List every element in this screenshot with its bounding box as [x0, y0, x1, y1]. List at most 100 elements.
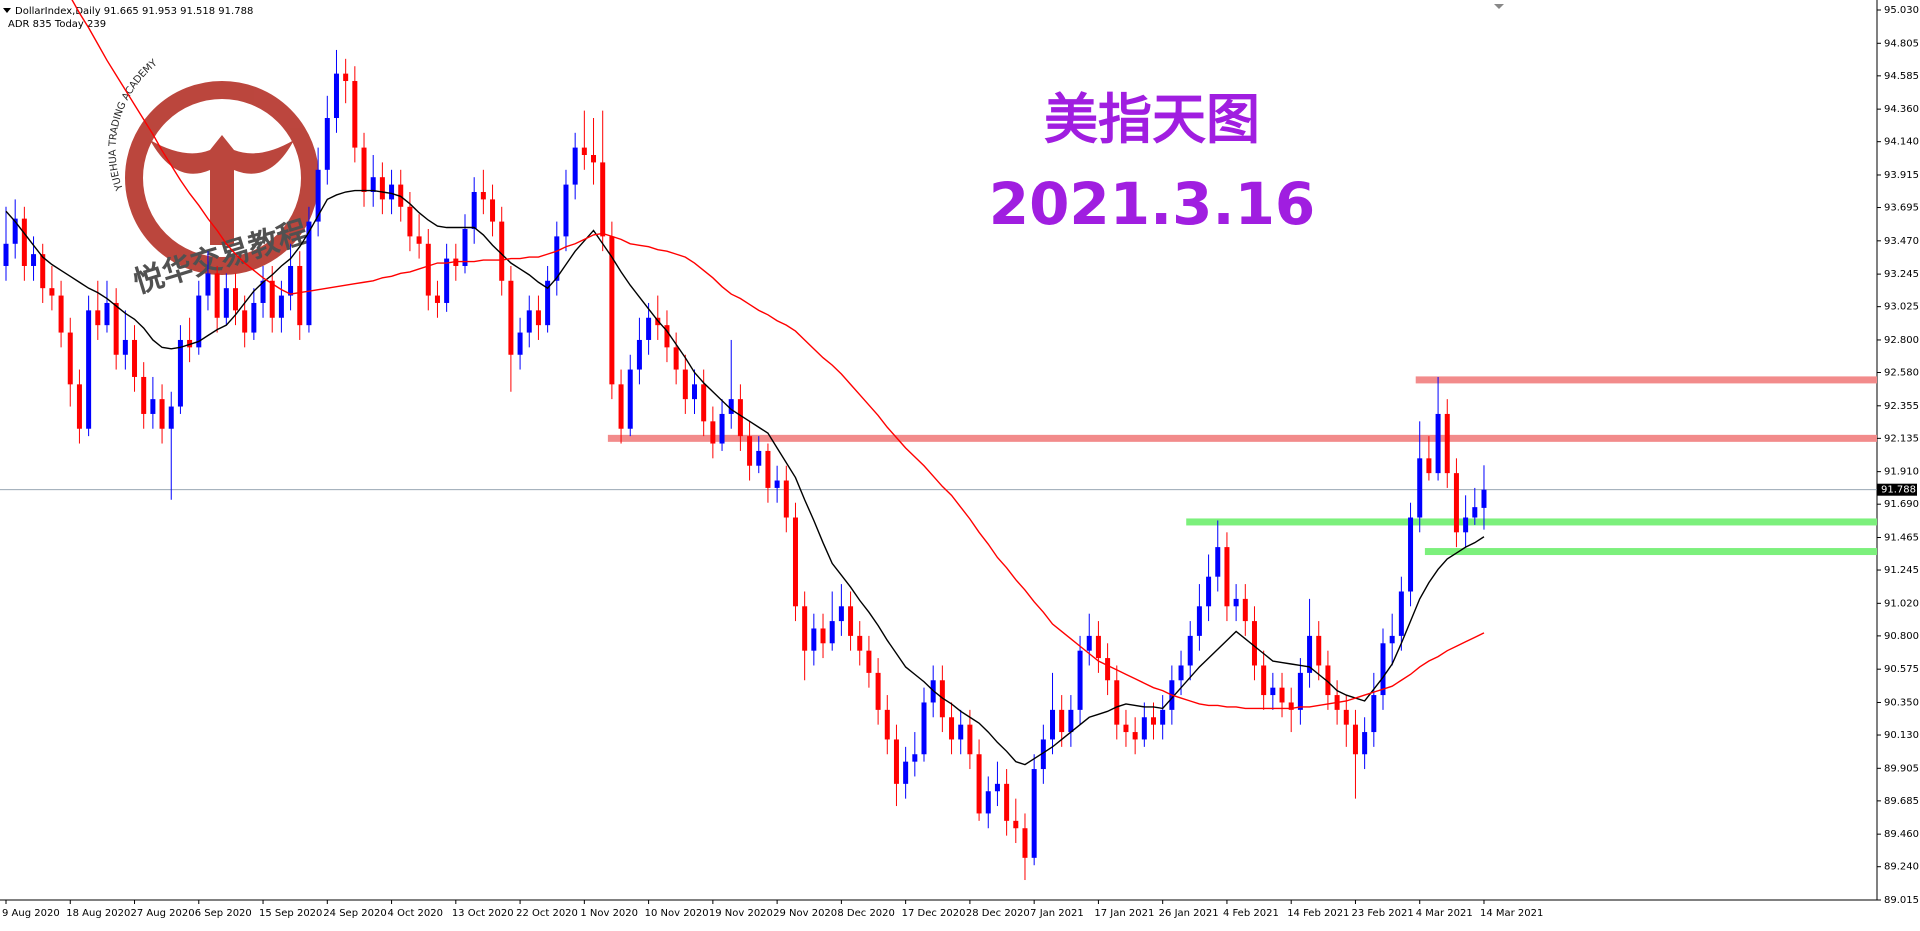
- x-tick-label: 7 Jan 2021: [1030, 908, 1084, 919]
- x-tick-label: 28 Dec 2020: [966, 908, 1030, 919]
- candle-body: [453, 258, 459, 266]
- candle-body: [352, 81, 358, 148]
- level-band: [1186, 518, 1877, 526]
- candle-body: [223, 288, 229, 318]
- candle-body: [545, 280, 551, 326]
- y-tick-label: 90.350: [1884, 697, 1919, 708]
- candle-body: [471, 191, 477, 229]
- candle-body: [1050, 709, 1056, 740]
- candle-body: [591, 155, 597, 163]
- y-tick-label: 94.585: [1884, 71, 1919, 82]
- candle-body: [196, 295, 202, 348]
- candle-body: [820, 628, 826, 644]
- candle-body: [434, 295, 440, 303]
- y-tick-label: 91.910: [1884, 467, 1919, 478]
- level-band: [1424, 548, 1877, 556]
- candle-body: [728, 399, 734, 414]
- chart-subtitle: 2021.3.16: [989, 170, 1316, 238]
- plot-layer: [0, 0, 1877, 881]
- candle-body: [875, 672, 881, 710]
- y-tick-label: 89.905: [1884, 763, 1919, 774]
- candle-body: [1151, 717, 1156, 725]
- x-tick-label: 14 Mar 2021: [1480, 908, 1543, 919]
- candle-body: [1114, 680, 1120, 725]
- candle-body: [1187, 635, 1193, 666]
- candle-body: [67, 332, 73, 385]
- candle-body: [1398, 591, 1404, 636]
- candle-body: [802, 606, 808, 651]
- candle-body: [1123, 724, 1129, 733]
- candle-body: [1178, 665, 1184, 681]
- logo-mark: [150, 135, 294, 245]
- candle-body: [324, 118, 330, 170]
- candle-body: [646, 317, 652, 340]
- y-tick-label: 91.020: [1884, 598, 1919, 609]
- candle-body: [848, 606, 854, 636]
- candle-body: [1325, 665, 1331, 696]
- candle-body: [31, 254, 37, 266]
- candle-body: [636, 339, 642, 370]
- candle-body: [95, 310, 101, 326]
- y-tick-label: 93.695: [1884, 203, 1919, 214]
- symbol-line: DollarIndex,Daily 91.665 91.953 91.518 9…: [15, 6, 253, 17]
- candle-body: [994, 783, 1000, 792]
- candle-body: [1380, 643, 1386, 696]
- candle-body: [1077, 650, 1083, 710]
- candle-body: [903, 761, 909, 784]
- candle-body: [811, 628, 817, 651]
- candle-body: [1316, 635, 1322, 666]
- x-tick-label: 9 Aug 2020: [2, 908, 60, 919]
- candle-body: [829, 621, 835, 644]
- menu-arrow: [3, 8, 11, 13]
- candle-body: [1141, 717, 1147, 740]
- candle-body: [187, 339, 193, 348]
- candle-body: [40, 254, 46, 289]
- candle-body: [1417, 458, 1423, 518]
- shift-marker: [1494, 4, 1504, 9]
- y-tick-label: 94.360: [1884, 104, 1919, 115]
- candle-body: [141, 376, 147, 414]
- candle-body: [838, 606, 844, 622]
- candle-body: [168, 406, 174, 429]
- x-tick-label: 26 Jan 2021: [1159, 908, 1219, 919]
- candle-body: [1242, 598, 1248, 622]
- candle-body: [1224, 547, 1230, 607]
- candle-body: [609, 236, 615, 385]
- x-tick-label: 8 Dec 2020: [837, 908, 895, 919]
- x-tick-label: 6 Sep 2020: [195, 908, 252, 919]
- candle-body: [407, 206, 413, 237]
- candle-body: [361, 147, 367, 192]
- y-tick-label: 92.355: [1884, 401, 1919, 412]
- candle-body: [1068, 709, 1074, 733]
- x-tick-label: 10 Nov 2020: [645, 908, 709, 919]
- candle-body: [921, 702, 927, 755]
- candle-body: [425, 243, 431, 296]
- y-tick-label: 94.140: [1884, 137, 1919, 148]
- x-tick-label: 17 Jan 2021: [1094, 908, 1154, 919]
- x-tick-label: 1 Nov 2020: [580, 908, 638, 919]
- candle-body: [379, 177, 385, 200]
- candle-body: [1279, 687, 1285, 703]
- candle-body: [1288, 702, 1294, 710]
- candle-body: [444, 258, 450, 303]
- candle-body: [664, 325, 670, 348]
- candle-body: [976, 754, 982, 814]
- y-tick-label: 92.580: [1884, 368, 1919, 379]
- candle-body: [113, 302, 119, 355]
- candle-body: [627, 369, 633, 429]
- x-tick-label: 22 Oct 2020: [516, 908, 578, 919]
- candle-body: [1426, 458, 1432, 474]
- y-tick-label: 92.800: [1884, 335, 1919, 346]
- y-tick-label: 93.915: [1884, 170, 1919, 181]
- candle-body: [1095, 635, 1101, 659]
- y-tick-label: 89.240: [1884, 862, 1919, 873]
- candle-body: [86, 310, 92, 429]
- candle-body: [682, 369, 688, 400]
- x-tick-label: 4 Mar 2021: [1416, 908, 1473, 919]
- candle-body: [701, 384, 707, 422]
- y-tick-label: 93.470: [1884, 236, 1919, 247]
- y-tick-label: 93.025: [1884, 302, 1919, 313]
- candle-body: [233, 288, 238, 311]
- candle-body: [600, 162, 606, 237]
- candle-body: [517, 332, 523, 355]
